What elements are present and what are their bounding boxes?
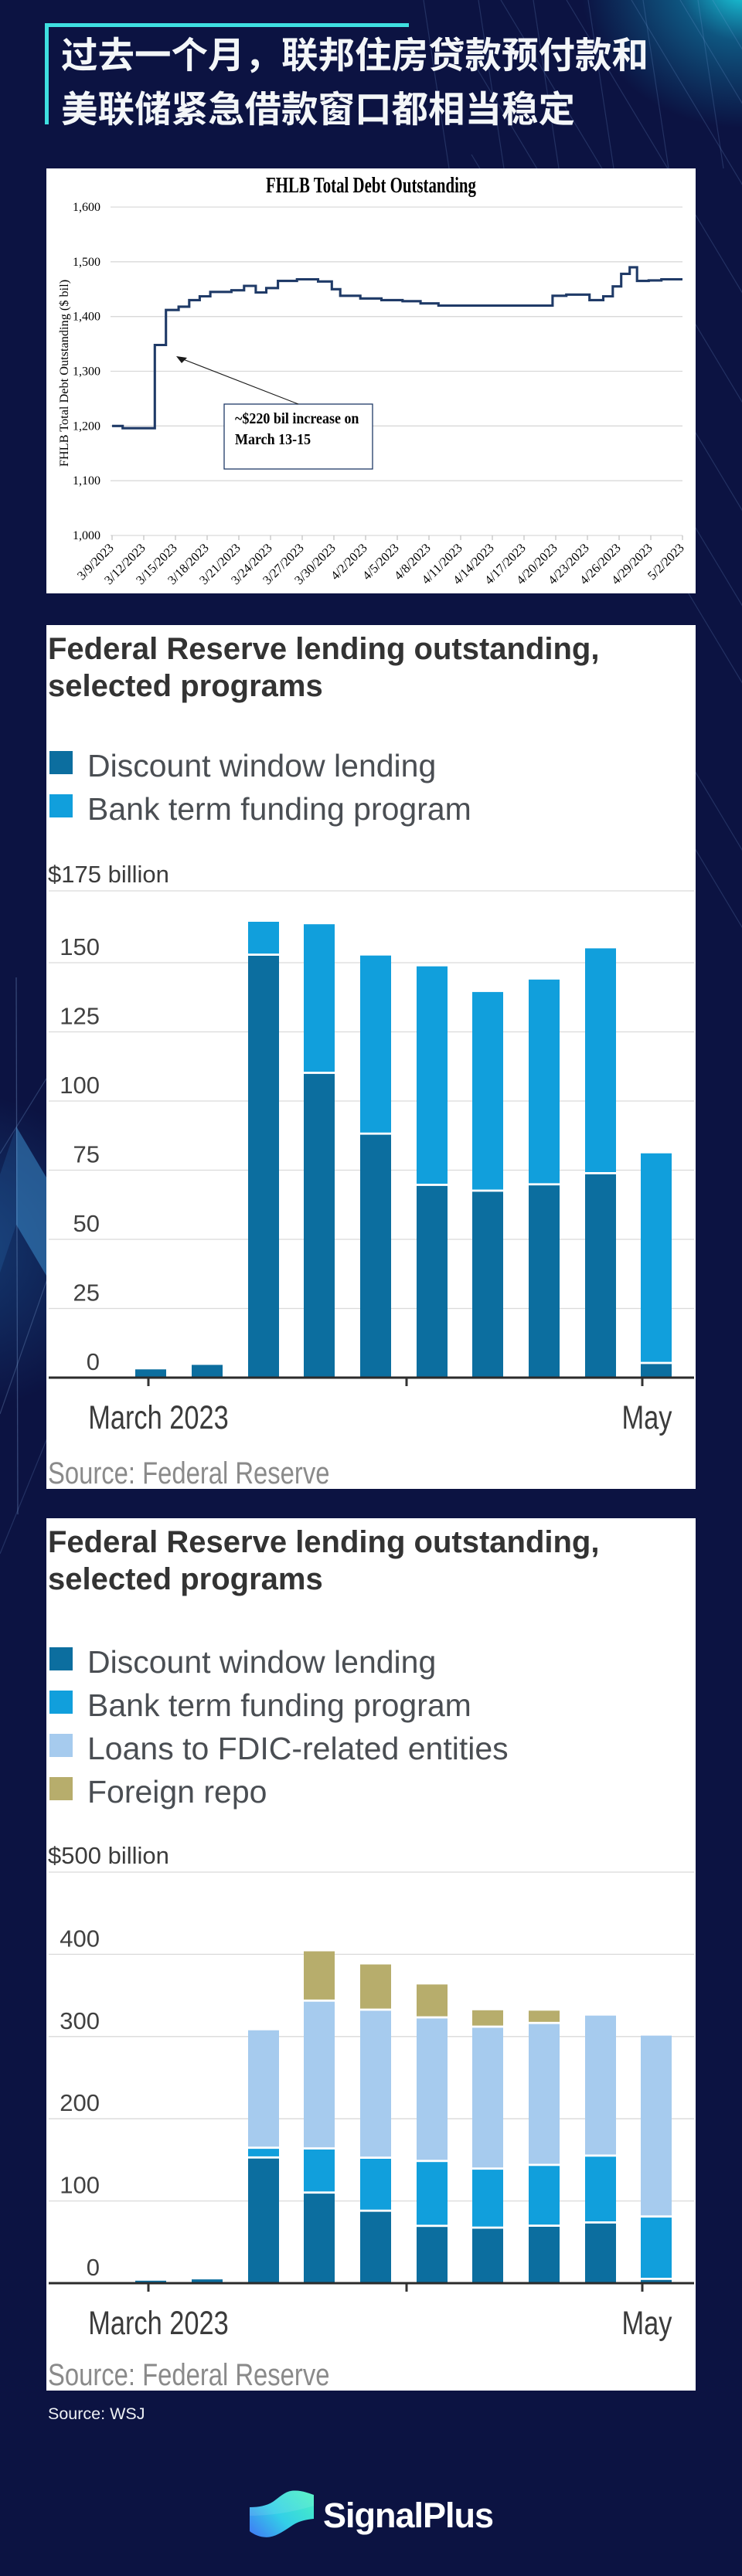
- svg-text:0: 0: [87, 2254, 100, 2281]
- svg-text:Federal Reserve lending outsta: Federal Reserve lending outstanding,: [48, 632, 599, 666]
- svg-text:1,000: 1,000: [73, 529, 100, 542]
- svg-text:Source: Federal Reserve: Source: Federal Reserve: [48, 1456, 329, 1489]
- svg-text:Discount window lending: Discount window lending: [87, 1644, 436, 1680]
- svg-text:Bank term funding program: Bank term funding program: [87, 791, 471, 827]
- svg-text:Discount window lending: Discount window lending: [87, 748, 436, 783]
- svg-text:FHLB Total Debt Outstanding ($: FHLB Total Debt Outstanding ($ bil): [56, 280, 71, 467]
- svg-text:selected programs: selected programs: [48, 1562, 323, 1596]
- svg-text:125: 125: [60, 1003, 100, 1030]
- svg-text:March 2023: March 2023: [88, 1399, 229, 1436]
- svg-text:1,300: 1,300: [73, 365, 100, 379]
- svg-text:200: 200: [60, 2089, 100, 2116]
- svg-text:150: 150: [60, 933, 100, 960]
- svg-text:Loans to FDIC-related entities: Loans to FDIC-related entities: [87, 1731, 509, 1766]
- svg-text:Foreign repo: Foreign repo: [87, 1774, 267, 1810]
- svg-text:$500 billion: $500 billion: [48, 1842, 169, 1869]
- svg-text:100: 100: [60, 1072, 100, 1099]
- svg-text:25: 25: [73, 1280, 100, 1307]
- svg-text:1,500: 1,500: [73, 256, 100, 269]
- svg-text:~$220 bil increase on: ~$220 bil increase on: [235, 410, 359, 427]
- svg-text:March 13-15: March 13-15: [235, 431, 311, 448]
- svg-text:100: 100: [60, 2172, 100, 2199]
- svg-text:Bank term funding program: Bank term funding program: [87, 1687, 471, 1723]
- svg-text:Federal Reserve lending outsta: Federal Reserve lending outstanding,: [48, 1525, 599, 1559]
- svg-text:300: 300: [60, 2007, 100, 2034]
- svg-text:1,100: 1,100: [73, 474, 100, 488]
- svg-text:$175 billion: $175 billion: [48, 861, 169, 888]
- svg-text:75: 75: [73, 1141, 100, 1168]
- svg-text:0: 0: [87, 1348, 100, 1375]
- svg-text:1,200: 1,200: [73, 420, 100, 433]
- svg-text:1,600: 1,600: [73, 201, 100, 214]
- svg-text:Source: Federal Reserve: Source: Federal Reserve: [48, 2357, 329, 2391]
- svg-text:March 2023: March 2023: [88, 2305, 229, 2341]
- svg-text:400: 400: [60, 1925, 100, 1952]
- svg-text:selected programs: selected programs: [48, 669, 323, 703]
- svg-text:May: May: [622, 2305, 672, 2341]
- svg-text:1,400: 1,400: [73, 311, 100, 324]
- svg-text:May: May: [622, 1399, 672, 1436]
- svg-text:FHLB Total Debt Outstanding: FHLB Total Debt Outstanding: [266, 173, 476, 198]
- svg-text:50: 50: [73, 1210, 100, 1237]
- svg-text:SignalPlus: SignalPlus: [323, 2496, 493, 2535]
